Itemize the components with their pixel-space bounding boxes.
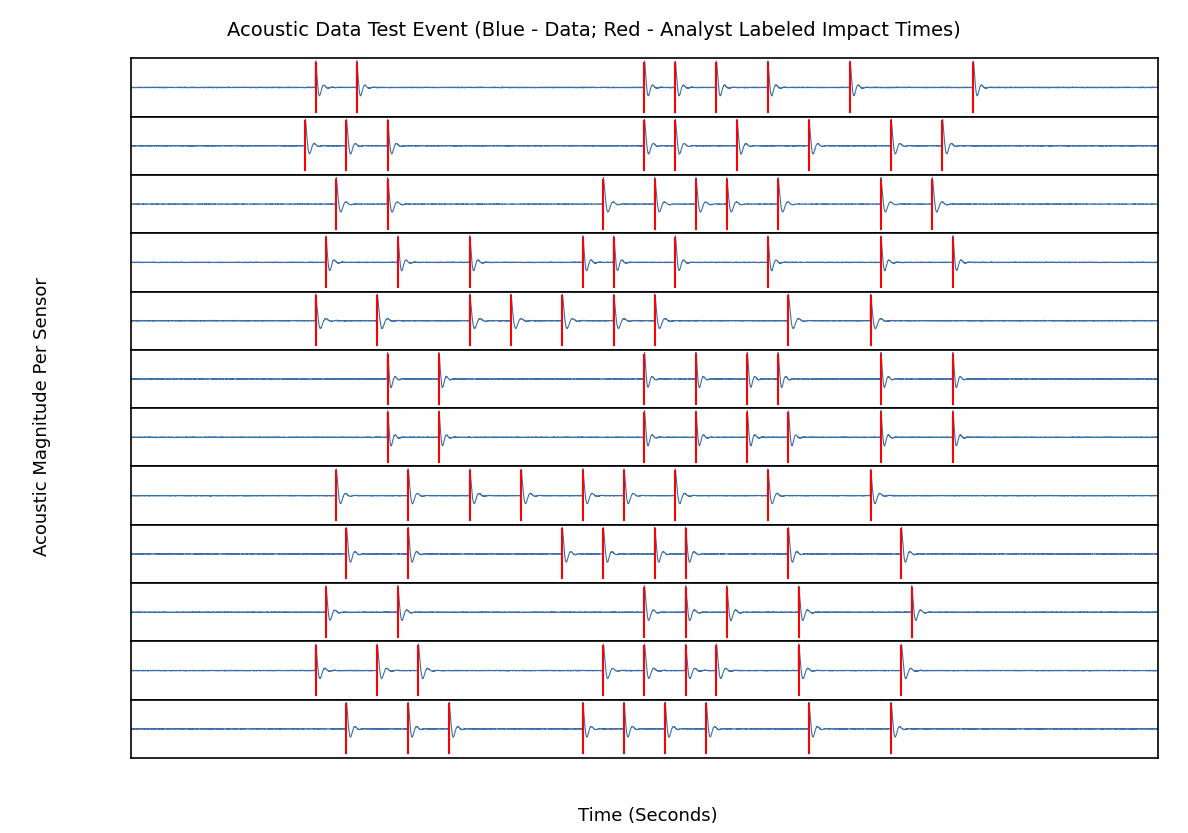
Text: Acoustic Data Test Event (Blue - Data; Red - Analyst Labeled Impact Times): Acoustic Data Test Event (Blue - Data; R… (227, 21, 961, 40)
Text: Acoustic Magnitude Per Sensor: Acoustic Magnitude Per Sensor (32, 277, 51, 556)
Text: Time (Seconds): Time (Seconds) (577, 807, 718, 826)
